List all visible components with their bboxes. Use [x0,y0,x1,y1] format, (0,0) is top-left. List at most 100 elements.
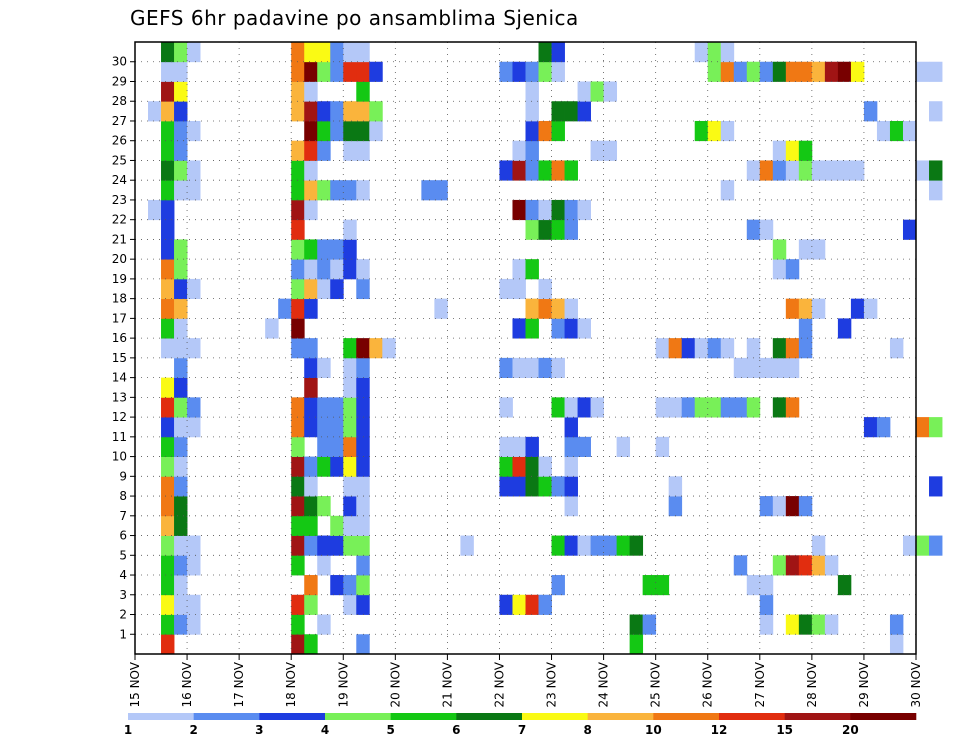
heatmap-cell [291,496,305,517]
heatmap-cell [668,496,683,517]
heatmap-cell [733,357,748,379]
heatmap-cell [187,417,201,438]
heatmap-cell [356,42,370,63]
heatmap-cell [551,160,565,181]
heatmap-cell [798,555,813,576]
heatmap-cell [330,397,344,418]
heatmap-cell [161,634,175,655]
heatmap-cell [174,535,188,556]
y-tick-label: 19 [112,272,127,286]
heatmap-cell [772,239,787,260]
heatmap-cell [187,42,201,63]
heatmap-cell [304,239,318,260]
heatmap-cell [291,81,305,102]
heatmap-cell [551,219,565,240]
heatmap-cell [785,614,800,635]
heatmap-cell [161,496,175,517]
heatmap-cell [356,61,370,82]
heatmap-cell [187,555,201,576]
heatmap-cell [564,101,578,122]
y-tick-label: 25 [112,153,127,167]
heatmap-cell [356,120,370,142]
heatmap-cell [304,535,318,556]
heatmap-cell [174,140,188,161]
heatmap-cell [161,180,175,201]
heatmap-cell [161,535,175,556]
heatmap-cell [929,101,943,122]
heatmap-cell [317,180,331,201]
heatmap-cell [161,81,175,102]
heatmap-cell [929,535,943,556]
heatmap-cell [603,81,618,102]
heatmap-cell [174,417,188,438]
heatmap-cell [356,81,370,102]
legend-label: 12 [711,723,728,737]
heatmap-cell [356,180,370,201]
heatmap-cell [330,101,344,122]
heatmap-cell [759,614,774,635]
heatmap-cell [317,140,331,161]
heatmap-cell [811,614,826,635]
heatmap-cell [525,318,539,339]
heatmap-cell [330,180,344,201]
heatmap-cell [811,555,826,576]
heatmap-cell [304,81,318,102]
x-tick-label: 16 NOV [180,661,194,707]
heatmap-cell [772,140,787,161]
heatmap-cell [564,298,578,319]
legend-swatch [456,713,523,720]
heatmap-cell [343,239,357,260]
heatmap-cell [317,397,331,418]
heatmap-cell [837,61,852,82]
legend-label: 10 [645,723,662,737]
heatmap-cell [291,456,305,477]
heatmap-cell [161,476,175,497]
legend-label: 1 [124,723,132,737]
heatmap-cell [161,377,175,398]
heatmap-cell [902,120,917,142]
heatmap-cell [551,575,565,596]
heatmap-cell [343,42,357,63]
heatmap-cell [564,417,578,438]
heatmap-cell [538,476,552,497]
legend-swatch [390,713,457,720]
heatmap-cell [161,515,175,536]
heatmap-cell [772,338,787,359]
heatmap-cell [538,219,552,240]
heatmap-cell [187,594,201,615]
heatmap-cell [551,397,565,418]
heatmap-cell [356,278,370,300]
heatmap-cell [291,535,305,556]
heatmap-cell [369,101,383,122]
heatmap-cell [929,61,943,82]
heatmap-cell [317,61,331,82]
heatmap-cell [304,456,318,477]
heatmap-cell [525,81,539,102]
x-tick-label: 24 NOV [597,661,611,707]
heatmap-cell [538,278,552,300]
heatmap-cell [343,61,357,82]
heatmap-cell [551,535,565,556]
heatmap-cell [564,436,578,457]
x-tick-label: 30 NOV [909,661,923,707]
heatmap-cell [499,278,513,300]
legend-label: 7 [518,723,526,737]
heatmap-cell [291,101,305,122]
heatmap-cell [356,594,370,615]
heatmap-cell [161,575,175,596]
heatmap-cell [174,575,188,596]
legend-label: 5 [386,723,394,737]
heatmap-cell [174,456,188,477]
heatmap-cell [343,259,357,280]
heatmap-cell [785,555,800,576]
heatmap-cell [538,199,552,221]
heatmap-cell [629,634,644,655]
heatmap-cell [356,515,370,536]
heatmap-cell [317,357,331,379]
heatmap-cell [759,160,774,181]
heatmap-cell [538,456,552,477]
legend-swatch [653,713,720,720]
heatmap-cell [551,120,565,142]
heatmap-cell [317,496,331,517]
heatmap-cell [343,496,357,517]
